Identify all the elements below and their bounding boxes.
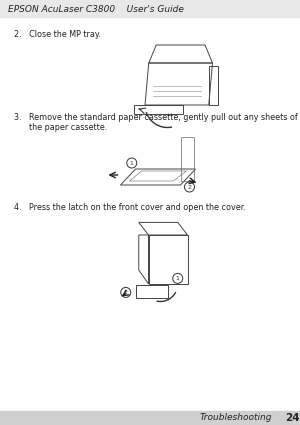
Bar	[209, 66, 218, 105]
Text: 1: 1	[176, 276, 180, 281]
Text: 3.   Remove the standard paper cassette, gently pull out any sheets of paper, an: 3. Remove the standard paper cassette, g…	[14, 113, 300, 133]
Text: 2: 2	[124, 290, 128, 295]
Text: Troubleshooting: Troubleshooting	[200, 414, 272, 422]
Bar	[181, 137, 194, 181]
Text: EPSON AcuLaser C3800    User's Guide: EPSON AcuLaser C3800 User's Guide	[8, 5, 184, 14]
Text: 2: 2	[188, 184, 191, 190]
Text: 2.   Close the MP tray.: 2. Close the MP tray.	[14, 30, 101, 39]
Bar	[0, 0, 300, 17]
Bar	[0, 411, 300, 425]
Text: 4.   Press the latch on the front cover and open the cover.: 4. Press the latch on the front cover an…	[14, 203, 246, 212]
Text: 1: 1	[130, 161, 134, 165]
Text: 249: 249	[285, 413, 300, 423]
